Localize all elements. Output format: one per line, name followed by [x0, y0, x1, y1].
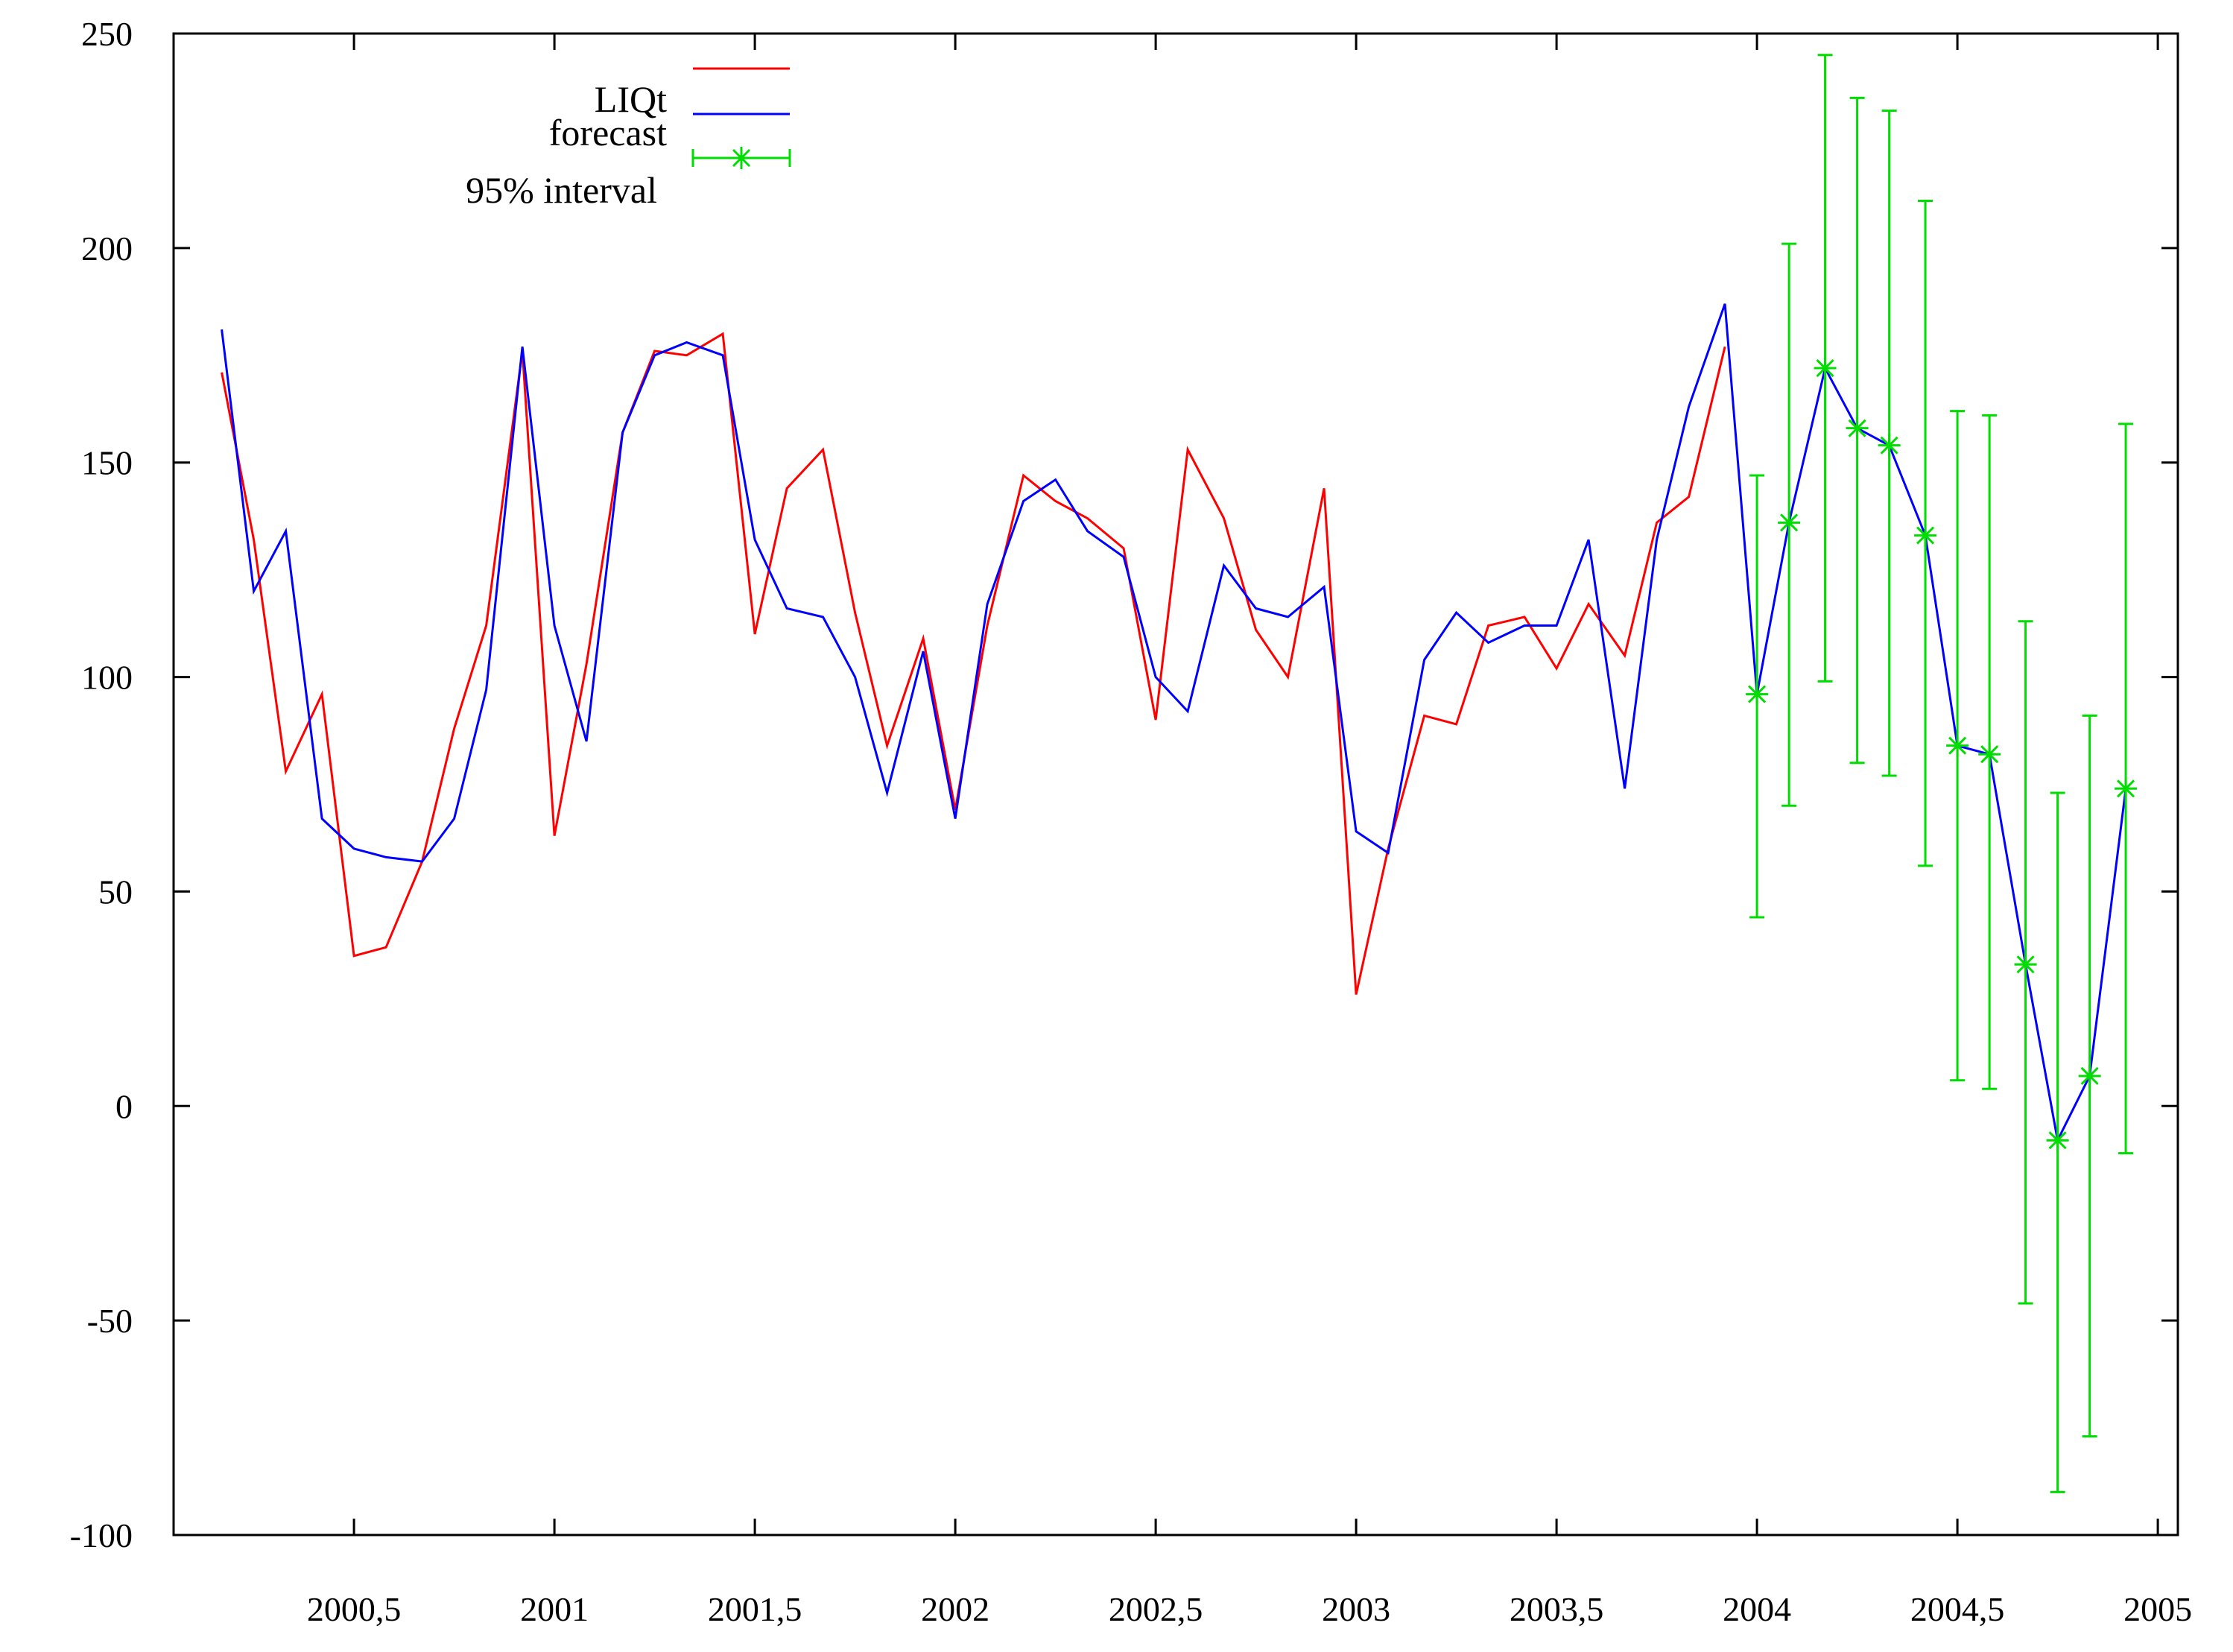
interval-error-bar [2115, 423, 2138, 1155]
interval-point-marker [2115, 777, 2138, 800]
y-tick-label: 200 [81, 230, 133, 268]
x-tick-label: 2005 [2123, 1590, 2192, 1628]
interval-point-marker [2046, 1129, 2069, 1152]
interval-error-bar [1814, 54, 1837, 683]
x-axis-tick-labels: 2000,5 2001 2001,5 2002 2002,5 2003 2003,5 2004… [307, 1590, 2192, 1628]
interval-error-bar [1778, 242, 1801, 807]
x-tick-label: 2004,5 [1910, 1590, 2005, 1628]
series-liqt-line [221, 332, 1726, 995]
interval-error-bar [1914, 200, 1937, 867]
interval-error-bar [1946, 410, 1969, 1082]
plot-frame [172, 32, 2179, 1537]
interval-error-bar [2014, 620, 2037, 1305]
axis-ticks [174, 32, 2178, 1537]
interval-point-marker [1878, 434, 1901, 457]
interval-point-marker [1946, 734, 1969, 757]
series-layer [221, 303, 2127, 1145]
interval-point-marker [1914, 524, 1937, 547]
x-tick-label: 2003 [1322, 1590, 1390, 1628]
interval-error-bar [2046, 791, 2069, 1493]
x-tick-label: 2002,5 [1109, 1590, 1203, 1628]
interval-point-marker [1746, 683, 1769, 706]
legend-label-forecast: forecast [549, 112, 667, 154]
legend-label-liqt: LIQt [595, 78, 667, 120]
interval-point-marker [2014, 953, 2037, 976]
x-tick-label: 2000,5 [307, 1590, 402, 1628]
y-tick-label: 100 [81, 659, 133, 697]
interval-error-bar [1878, 110, 1901, 777]
x-tick-label: 2001,5 [708, 1590, 802, 1628]
x-tick-label: 2002 [921, 1590, 989, 1628]
interval-point-marker [2078, 1064, 2101, 1087]
legend-swatch-interval [691, 147, 791, 169]
y-tick-label: 150 [81, 444, 133, 482]
x-tick-label: 2004 [1723, 1590, 1791, 1628]
y-axis-tick-labels: -100 -50 0 50 100 150 200 250 [70, 15, 133, 1554]
legend: LIQt forecast 95% interval [466, 67, 791, 211]
interval-point-marker [1978, 743, 2001, 766]
interval-error-bar [1978, 414, 2001, 1090]
y-tick-label: -50 [87, 1302, 133, 1340]
interval-point-marker [1814, 357, 1837, 380]
y-tick-label: -100 [70, 1516, 133, 1554]
interval-point-marker [1778, 511, 1801, 534]
interval-point-marker [1846, 417, 1869, 440]
asterisk-marker-icon [730, 147, 753, 169]
y-tick-label: 250 [81, 15, 133, 53]
interval-error-bar [1746, 474, 1769, 919]
interval-error-bar [2078, 714, 2101, 1438]
interval-layer [1746, 54, 2138, 1493]
interval-error-bar [1846, 96, 1869, 765]
series-forecast-line [221, 303, 2127, 1145]
y-tick-label: 0 [115, 1087, 133, 1125]
x-tick-label: 2001 [520, 1590, 589, 1628]
legend-label-interval: 95% interval [466, 169, 657, 211]
y-tick-label: 50 [98, 873, 133, 911]
x-tick-label: 2003,5 [1510, 1590, 1604, 1628]
